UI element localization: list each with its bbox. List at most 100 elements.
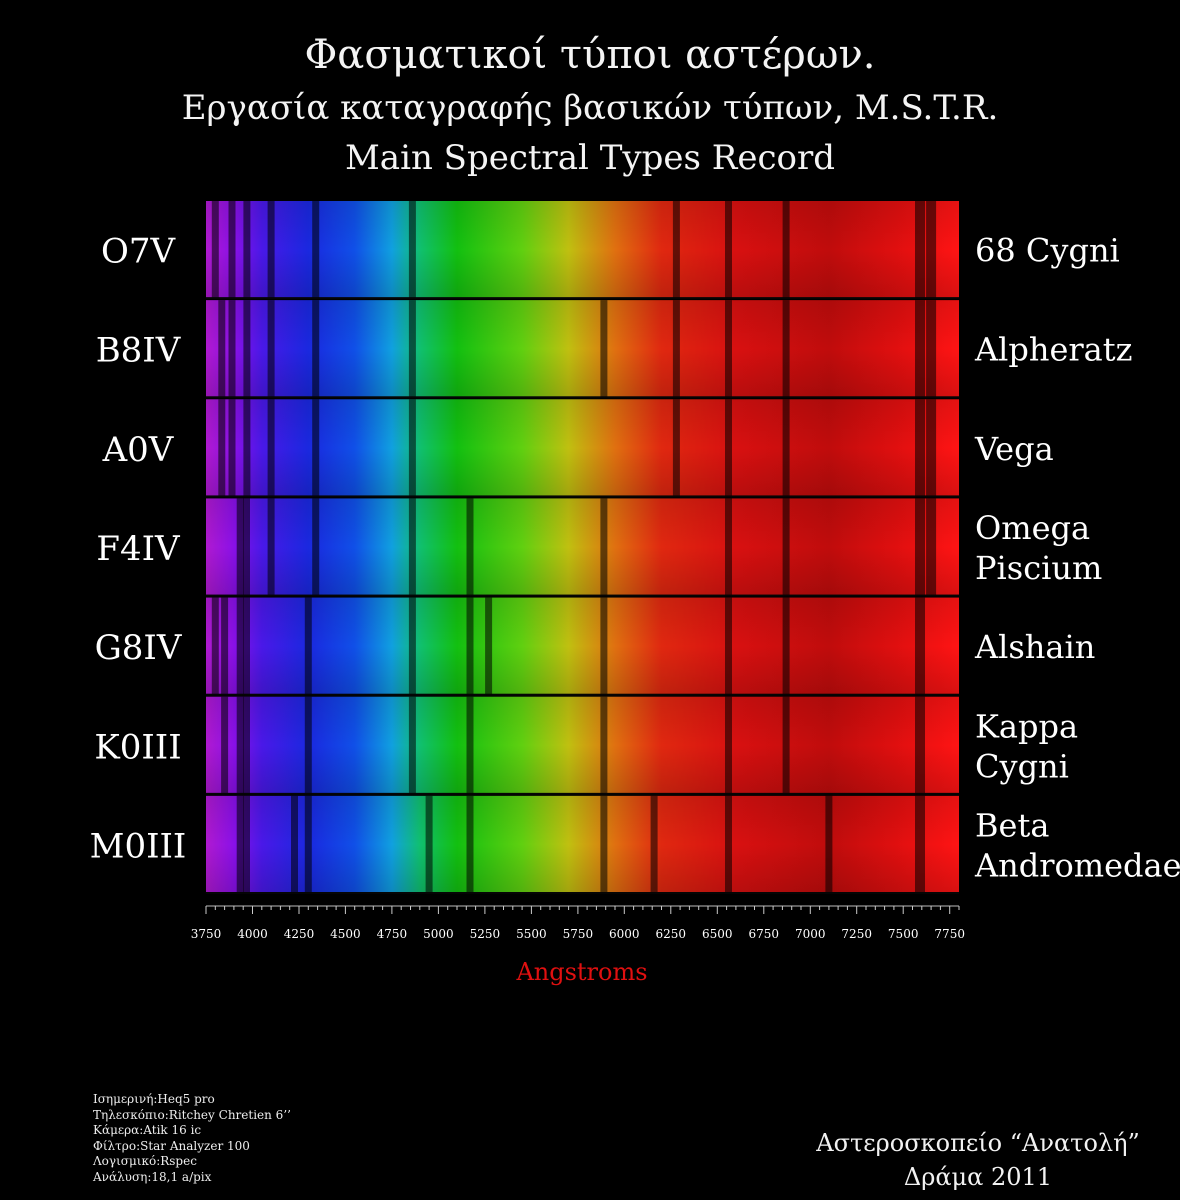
absorption-line bbox=[782, 201, 790, 299]
absorption-line bbox=[600, 795, 608, 893]
absorption-line bbox=[236, 498, 244, 596]
absorption-line bbox=[218, 300, 226, 398]
absorption-line bbox=[466, 696, 474, 794]
location-year: Δράμα 2011 bbox=[903, 1163, 1053, 1191]
x-tick-label: 6750 bbox=[749, 927, 780, 941]
absorption-line bbox=[485, 597, 493, 695]
absorption-line bbox=[782, 399, 790, 497]
absorption-line bbox=[600, 696, 608, 794]
x-tick-label: 5500 bbox=[516, 927, 547, 941]
x-tick-label: 3750 bbox=[191, 927, 222, 941]
equipment-software: Λογισμικό:Rspec bbox=[93, 1154, 197, 1169]
row-separator bbox=[206, 792, 959, 795]
band-shading bbox=[206, 795, 959, 893]
spectrum-row-f4iv bbox=[206, 498, 959, 596]
absorption-line bbox=[672, 201, 680, 299]
x-axis-label: Angstroms bbox=[515, 958, 647, 986]
absorption-line bbox=[221, 597, 229, 695]
absorption-line bbox=[725, 498, 732, 596]
star-name-label: 68 Cygni bbox=[975, 232, 1120, 270]
absorption-line bbox=[243, 300, 251, 398]
absorption-line bbox=[408, 201, 416, 299]
x-tick-label: 5250 bbox=[470, 927, 501, 941]
equipment-mount: Ισημερινή:Heq5 pro bbox=[93, 1092, 215, 1106]
absorption-line bbox=[915, 201, 925, 299]
absorption-line bbox=[291, 795, 298, 893]
row-separator bbox=[206, 297, 959, 300]
x-tick-label: 4750 bbox=[377, 927, 408, 941]
band-shading bbox=[206, 300, 959, 398]
absorption-line bbox=[312, 399, 320, 497]
spectral-type-label: M0III bbox=[90, 826, 187, 866]
band-shading bbox=[206, 696, 959, 794]
absorption-line bbox=[782, 696, 790, 794]
absorption-line bbox=[236, 597, 244, 695]
absorption-line bbox=[725, 300, 732, 398]
row-separator bbox=[206, 892, 959, 894]
band-shading bbox=[206, 201, 959, 299]
absorption-line bbox=[243, 597, 250, 695]
chart-subtitle-en: Main Spectral Types Record bbox=[344, 138, 836, 178]
star-name-label: Alshain bbox=[974, 628, 1095, 666]
absorption-line bbox=[600, 300, 608, 398]
absorption-line bbox=[267, 300, 275, 398]
absorption-line bbox=[267, 399, 275, 497]
spectrum-bands bbox=[206, 201, 959, 894]
absorption-line bbox=[228, 201, 236, 299]
x-tick-label: 7750 bbox=[934, 927, 965, 941]
absorption-line bbox=[466, 597, 474, 695]
absorption-line bbox=[236, 795, 244, 893]
absorption-line bbox=[825, 795, 833, 893]
x-tick-label: 6250 bbox=[656, 927, 687, 941]
absorption-line bbox=[782, 300, 790, 398]
band-shading bbox=[206, 597, 959, 695]
observatory-signature: Αστεροσκοπείο “Ανατολή” Δράμα 2011 bbox=[798, 1126, 1158, 1194]
absorption-line bbox=[650, 795, 658, 893]
absorption-line bbox=[725, 795, 732, 893]
absorption-line bbox=[926, 201, 937, 299]
x-tick-label: 6500 bbox=[702, 927, 733, 941]
chart-title: Φασματικοί τύποι αστέρων. bbox=[304, 32, 876, 78]
equipment-filter: Φίλτρο:Star Analyzer 100 bbox=[93, 1138, 250, 1153]
equipment-resolution: Ανάλυση:18,1 a/pix bbox=[93, 1169, 212, 1184]
absorption-line bbox=[408, 498, 416, 596]
row-separator bbox=[206, 396, 959, 399]
band-shading bbox=[206, 399, 959, 497]
absorption-line bbox=[211, 597, 219, 695]
absorption-line bbox=[915, 498, 925, 596]
x-tick-label: 5000 bbox=[423, 927, 454, 941]
absorption-line bbox=[408, 597, 416, 695]
spectral-type-label: F4IV bbox=[96, 529, 181, 569]
star-name-label: Andromedae bbox=[974, 846, 1180, 884]
spectral-type-label: O7V bbox=[101, 232, 177, 272]
spectrum-row-a0v bbox=[206, 399, 959, 497]
spectrum-row-g8iv bbox=[206, 597, 959, 695]
spectrum-row-o7v bbox=[206, 201, 959, 299]
absorption-line bbox=[211, 201, 219, 299]
spectral-type-label: A0V bbox=[102, 430, 175, 470]
absorption-line bbox=[228, 300, 236, 398]
absorption-line bbox=[267, 498, 275, 596]
star-name-label: Vega bbox=[974, 430, 1054, 468]
absorption-line bbox=[312, 498, 320, 596]
absorption-line bbox=[304, 795, 312, 893]
absorption-line bbox=[218, 399, 226, 497]
equipment-camera: Κάμερα:Atik 16 ic bbox=[93, 1123, 202, 1138]
absorption-line bbox=[221, 696, 229, 794]
x-tick-label: 5750 bbox=[563, 927, 594, 941]
star-name-label: Cygni bbox=[975, 747, 1069, 785]
equipment-list: Ισημερινή:Heq5 pro Τηλεσκόπιο:Ritchey Ch… bbox=[93, 1092, 291, 1186]
absorption-line bbox=[408, 399, 416, 497]
spectrum-row-k0iii bbox=[206, 696, 959, 794]
star-name-label: Alpheratz bbox=[974, 331, 1132, 369]
observatory-name: Αστεροσκοπείο “Ανατολή” bbox=[816, 1129, 1140, 1157]
absorption-line bbox=[312, 300, 320, 398]
row-separator bbox=[206, 693, 959, 696]
absorption-line bbox=[304, 597, 312, 695]
x-tick-label: 4000 bbox=[237, 927, 268, 941]
absorption-line bbox=[304, 696, 312, 794]
absorption-line bbox=[243, 399, 251, 497]
absorption-line bbox=[915, 795, 925, 893]
absorption-line bbox=[243, 201, 251, 299]
chart-subtitle: Εργασία καταγραφής βασικών τύπων, M.S.T.… bbox=[181, 88, 999, 128]
